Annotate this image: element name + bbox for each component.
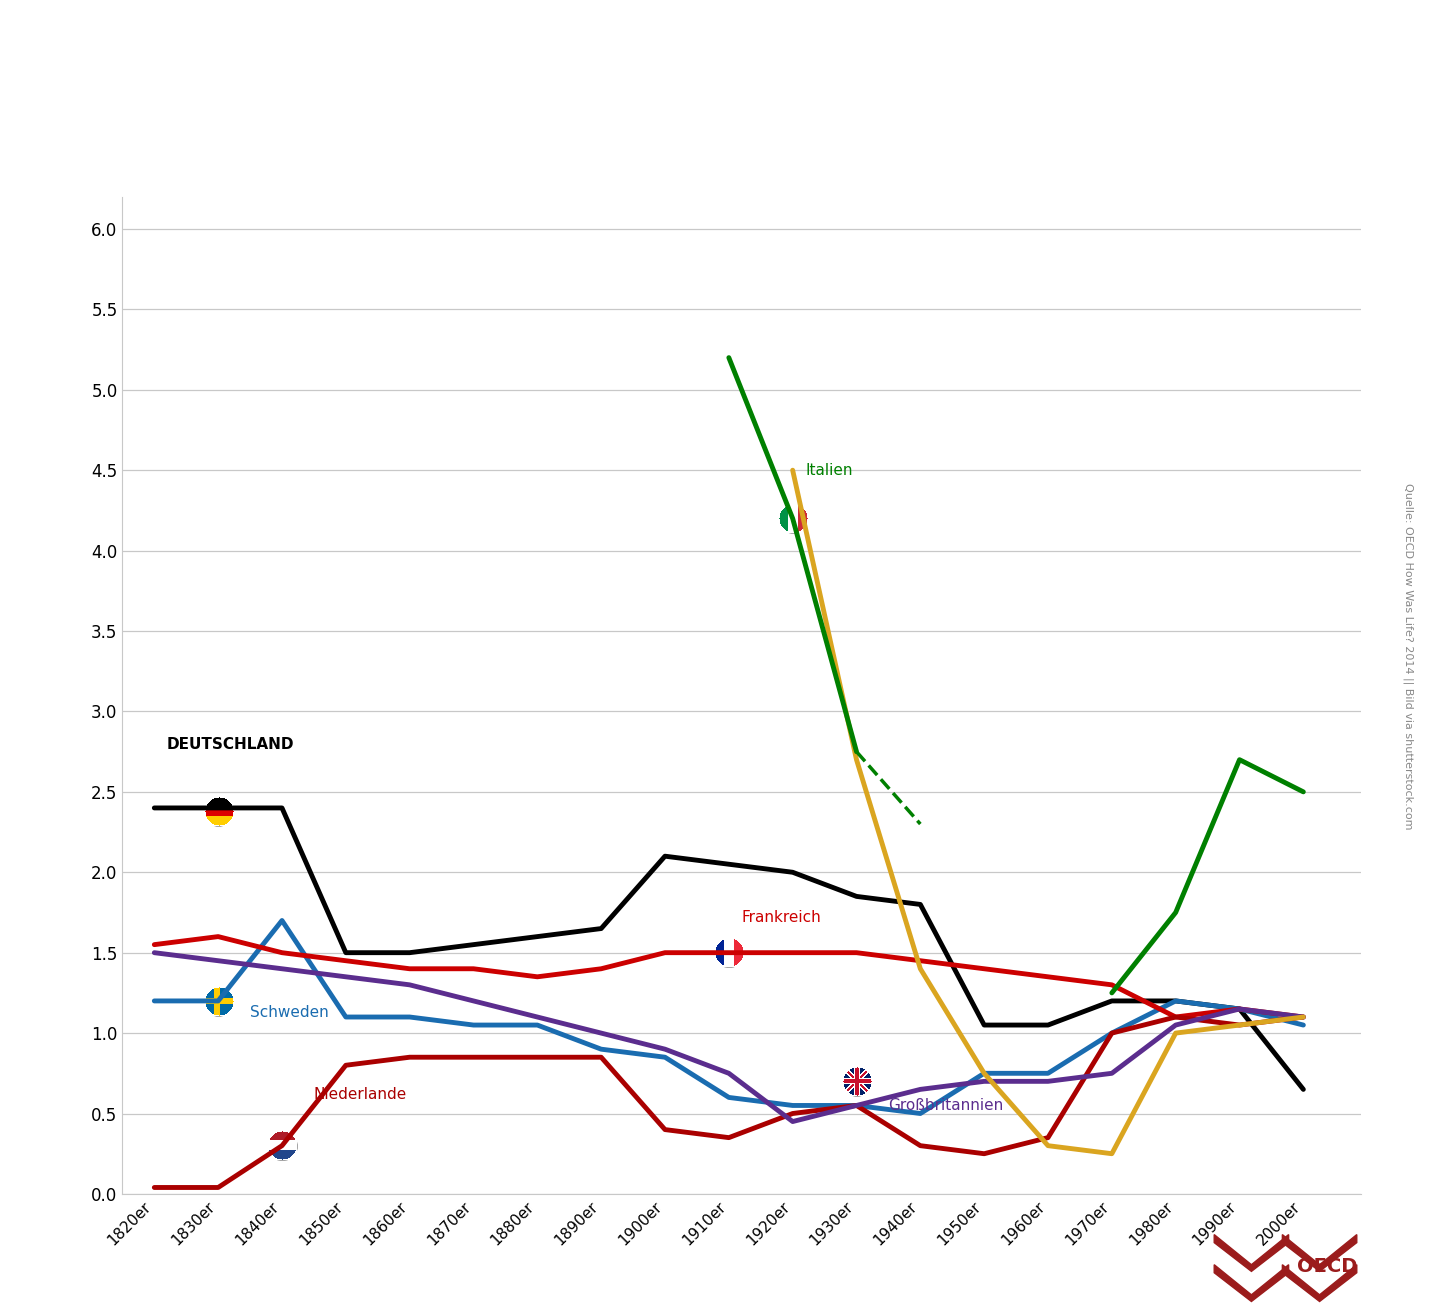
Polygon shape	[1283, 1265, 1356, 1302]
Text: Schweden: Schweden	[251, 1005, 328, 1019]
Text: Mord und Totschlag: Mord und Totschlag	[137, 22, 661, 67]
Polygon shape	[1214, 1265, 1289, 1302]
Text: Niederlande: Niederlande	[314, 1086, 408, 1102]
Text: Quelle: OECD How Was Life? 2014 || Bild via shutterstock.com: Quelle: OECD How Was Life? 2014 || Bild …	[1403, 483, 1414, 829]
Text: Vorsätzliche Tötungsdelikte pro 100.000 Einwohner, ausgewählte OECD-Länder: Vorsätzliche Tötungsdelikte pro 100.000 …	[137, 123, 963, 143]
Text: Italien: Italien	[805, 463, 852, 478]
Polygon shape	[1214, 1235, 1289, 1271]
Text: DEUTSCHLAND: DEUTSCHLAND	[167, 736, 295, 752]
Polygon shape	[472, 9, 965, 97]
Text: Frankreich: Frankreich	[742, 909, 821, 925]
Polygon shape	[22, 9, 514, 97]
Polygon shape	[1283, 1235, 1356, 1271]
Polygon shape	[472, 80, 965, 168]
Polygon shape	[22, 80, 514, 168]
Text: Großbritannien: Großbritannien	[888, 1098, 1004, 1113]
Text: OECD: OECD	[1297, 1257, 1358, 1275]
